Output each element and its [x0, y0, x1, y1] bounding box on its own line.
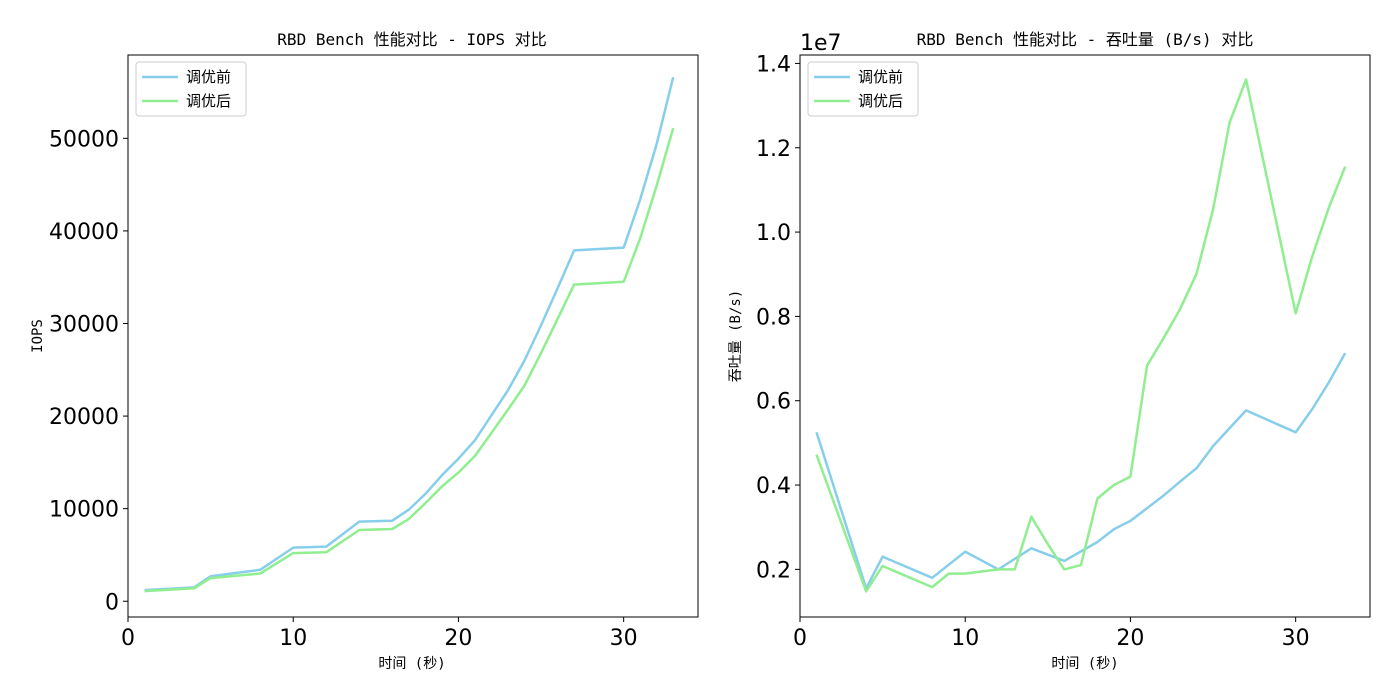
x-tick-label: 10 [951, 626, 979, 651]
legend-box [135, 61, 247, 117]
axes-frame [799, 54, 1371, 618]
y-tick-label: 10000 [49, 498, 119, 523]
legend-label-1: 调优前 [858, 68, 903, 86]
y-tick-label: 1.2 [756, 137, 791, 162]
x-tick-label: 20 [444, 626, 472, 651]
x-tick-label: 0 [121, 626, 135, 651]
x-tick-label: 0 [793, 626, 807, 651]
y-tick-label: 0.8 [756, 305, 791, 330]
legend-label-1: 调优前 [186, 68, 231, 86]
throughput-chart: RBD Bench 性能对比 - 吞吐量 (B/s) 对比 时间 (秒) 吞吐量… [728, 30, 1371, 672]
y-tick-label: 1.4 [756, 52, 791, 77]
y-tick-label: 30000 [49, 313, 119, 338]
x-axis-label: 时间 (秒) [1051, 656, 1118, 672]
y-tick-label: 20000 [49, 405, 119, 430]
series-line-2 [815, 78, 1347, 593]
y-tick-label: 0.6 [756, 390, 791, 415]
legend-label-2: 调优后 [858, 92, 903, 110]
y-tick-label: 0.2 [756, 558, 791, 583]
y-tick-label: 1.0 [756, 221, 791, 246]
iops-chart: RBD Bench 性能对比 - IOPS 对比 时间 (秒) IOPS 0 10… [30, 30, 699, 672]
chart-title: RBD Bench 性能对比 - 吞吐量 (B/s) 对比 [917, 30, 1254, 49]
legend-label-2: 调优后 [186, 92, 231, 110]
y-tick-label: 0.4 [756, 474, 791, 499]
series-line-2 [144, 127, 675, 593]
x-tick-label: 30 [610, 626, 638, 651]
y-offset-text: 1e7 [800, 31, 842, 56]
y-tick-label: 0 [105, 590, 119, 615]
y-axis-label: IOPS [30, 319, 46, 353]
legend-box [807, 61, 919, 117]
y-tick-label: 50000 [49, 127, 119, 152]
series-line-1 [144, 76, 675, 592]
chart-title: RBD Bench 性能对比 - IOPS 对比 [277, 30, 546, 49]
y-tick-label: 40000 [49, 220, 119, 245]
x-tick-label: 20 [1116, 626, 1144, 651]
axes-frame [127, 54, 699, 618]
x-tick-label: 10 [279, 626, 307, 651]
x-tick-label: 30 [1282, 626, 1310, 651]
x-axis-label: 时间 (秒) [378, 656, 445, 672]
series-line-1 [815, 352, 1347, 590]
y-axis-label: 吞吐量 (B/s) [728, 290, 744, 383]
